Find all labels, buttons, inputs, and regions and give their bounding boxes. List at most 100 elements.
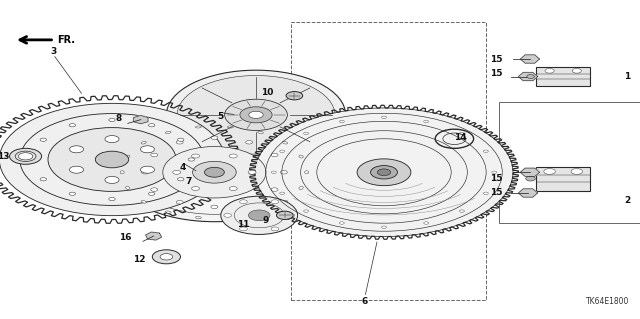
Circle shape (0, 103, 225, 216)
Polygon shape (518, 72, 538, 81)
Text: 13: 13 (0, 152, 10, 161)
Circle shape (109, 118, 115, 122)
Text: 9: 9 (262, 216, 269, 225)
Circle shape (115, 123, 314, 222)
Text: 2: 2 (624, 197, 630, 205)
Circle shape (276, 211, 293, 219)
Text: 14: 14 (454, 133, 467, 142)
Circle shape (271, 227, 279, 231)
Bar (499, 102, 640, 223)
Polygon shape (520, 55, 540, 63)
Circle shape (152, 250, 180, 264)
Circle shape (105, 136, 119, 143)
Circle shape (70, 166, 84, 173)
Circle shape (271, 200, 279, 204)
Circle shape (140, 146, 154, 153)
Ellipse shape (125, 187, 130, 189)
Circle shape (224, 213, 232, 217)
Text: 8: 8 (115, 114, 122, 123)
Polygon shape (134, 115, 148, 124)
Bar (291, 22, 486, 300)
Circle shape (140, 166, 154, 173)
Circle shape (221, 196, 298, 234)
Text: 1: 1 (624, 72, 630, 81)
Circle shape (173, 170, 180, 174)
Ellipse shape (299, 187, 303, 189)
Bar (536, 67, 590, 86)
Circle shape (239, 200, 247, 204)
Circle shape (371, 166, 397, 179)
Text: 3: 3 (50, 47, 56, 56)
Circle shape (19, 153, 33, 160)
Circle shape (492, 171, 497, 174)
Circle shape (339, 222, 344, 224)
Circle shape (69, 124, 76, 127)
Circle shape (151, 188, 157, 191)
Ellipse shape (283, 201, 287, 203)
Circle shape (177, 178, 184, 181)
Circle shape (255, 108, 513, 237)
Circle shape (205, 167, 225, 177)
Ellipse shape (166, 211, 171, 213)
Ellipse shape (258, 211, 263, 213)
Circle shape (483, 192, 488, 195)
Text: 15: 15 (490, 55, 502, 63)
Circle shape (69, 192, 76, 195)
Circle shape (109, 197, 115, 201)
Ellipse shape (283, 141, 287, 144)
Ellipse shape (141, 201, 146, 203)
Circle shape (105, 176, 119, 183)
Circle shape (381, 116, 387, 119)
Circle shape (381, 226, 387, 228)
Circle shape (378, 169, 390, 175)
Ellipse shape (195, 217, 202, 219)
Circle shape (188, 158, 195, 161)
Ellipse shape (299, 155, 303, 158)
Ellipse shape (166, 131, 171, 134)
Polygon shape (145, 232, 162, 240)
Circle shape (271, 171, 276, 174)
Circle shape (29, 158, 36, 161)
Circle shape (286, 92, 303, 100)
Circle shape (141, 171, 148, 174)
Circle shape (280, 192, 285, 195)
Circle shape (229, 154, 237, 158)
Circle shape (483, 150, 488, 152)
Circle shape (176, 141, 183, 144)
Circle shape (166, 70, 346, 160)
Text: 10: 10 (261, 88, 274, 97)
Text: 11: 11 (237, 220, 250, 229)
Ellipse shape (227, 126, 234, 128)
Ellipse shape (141, 141, 146, 144)
Circle shape (424, 222, 429, 224)
Circle shape (160, 254, 173, 260)
Circle shape (339, 120, 344, 123)
Text: 4: 4 (179, 163, 186, 172)
Circle shape (357, 159, 411, 186)
Circle shape (240, 107, 272, 123)
Circle shape (271, 188, 278, 191)
Circle shape (280, 171, 287, 174)
Circle shape (303, 210, 308, 212)
Circle shape (48, 128, 176, 191)
Text: 6: 6 (362, 297, 368, 306)
Ellipse shape (227, 217, 234, 219)
Circle shape (572, 69, 581, 73)
Ellipse shape (258, 131, 263, 134)
Ellipse shape (120, 171, 124, 174)
Circle shape (191, 187, 200, 190)
Text: 5: 5 (218, 112, 224, 121)
Text: FR.: FR. (58, 35, 76, 45)
Circle shape (193, 161, 236, 183)
Circle shape (239, 227, 247, 231)
Circle shape (280, 150, 285, 152)
Text: 15: 15 (490, 174, 502, 183)
Text: 7: 7 (186, 177, 192, 186)
Text: 15: 15 (490, 69, 502, 78)
Circle shape (177, 138, 184, 141)
Circle shape (211, 136, 218, 139)
Circle shape (246, 141, 253, 144)
Circle shape (526, 176, 535, 181)
Text: 16: 16 (119, 233, 132, 241)
Text: 12: 12 (133, 255, 146, 263)
